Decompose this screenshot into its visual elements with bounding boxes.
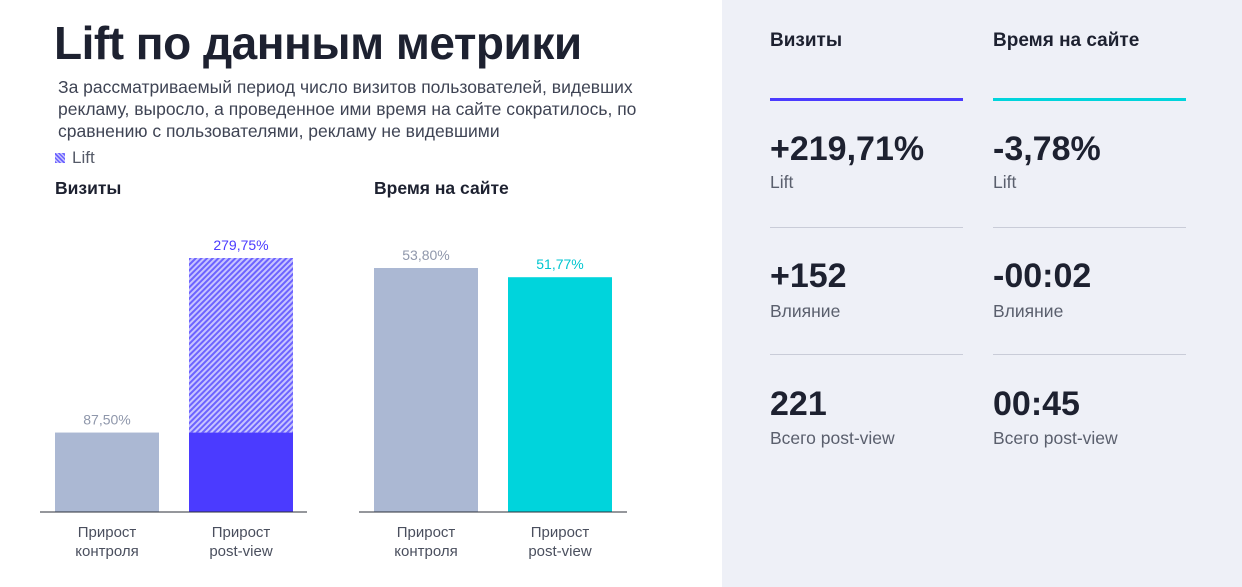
chart-title-visits: Визиты <box>55 178 122 198</box>
divider <box>993 227 1186 228</box>
bar-charts: 87,50% Прирост контроля 279,75% Прирост post-… <box>40 237 627 560</box>
divider <box>770 227 963 228</box>
tick-label-time-1-line2: post-view <box>528 543 592 560</box>
tick-label-time-0-line2: контроля <box>394 543 457 560</box>
metrics-heading-time: Время на сайте <box>993 30 1140 51</box>
chart-title-time: Время на сайте <box>374 178 509 198</box>
visits-lift-value: +219,71% <box>770 130 925 168</box>
tick-label-visits-0-line2: контроля <box>75 543 138 560</box>
divider <box>770 354 963 355</box>
bar-lift-segment <box>189 258 293 433</box>
bar-visits-control <box>55 432 159 512</box>
metrics-heading-visits: Визиты <box>770 30 843 51</box>
tick-label-visits-1-line2: post-view <box>209 543 273 560</box>
accent-line-time <box>993 98 1186 101</box>
time-total-value: 00:45 <box>993 385 1080 423</box>
divider <box>993 354 1186 355</box>
time-lift-label: Lift <box>993 172 1017 192</box>
legend: Lift <box>55 148 95 168</box>
charts-area: Lift по данным метрики За рассматриваемы… <box>40 17 637 560</box>
time-impact-value: -00:02 <box>993 257 1092 295</box>
data-label-visits-0: 87,50% <box>83 412 130 428</box>
bar-post-view-base <box>189 432 293 512</box>
visits-impact-label: Влияние <box>770 301 841 321</box>
legend-label-lift: Lift <box>72 148 95 167</box>
page-subtitle: За рассматриваемый период число визитов … <box>58 77 637 141</box>
page-title: Lift по данным метрики <box>54 17 582 69</box>
tick-label-visits-1-line1: Прирост <box>212 524 271 541</box>
visits-impact-value: +152 <box>770 257 847 295</box>
visits-lift-label: Lift <box>770 172 794 192</box>
bar-time-post-view <box>508 277 612 512</box>
data-label-time-1: 51,77% <box>536 256 583 272</box>
lift-hatch-swatch <box>55 153 65 163</box>
visits-total-label: Всего post-view <box>770 428 895 448</box>
tick-label-time-1-line1: Прирост <box>531 524 590 541</box>
time-total-label: Всего post-view <box>993 428 1118 448</box>
time-lift-value: -3,78% <box>993 130 1101 168</box>
visits-total-value: 221 <box>770 385 827 423</box>
accent-line-visits <box>770 98 963 101</box>
tick-label-time-0-line1: Прирост <box>397 524 456 541</box>
data-label-visits-1: 279,75% <box>213 237 268 253</box>
bar-time-control <box>374 268 478 512</box>
metrics-panel: Визиты +219,71% Lift +152 Влияние 221 Вс… <box>722 0 1242 587</box>
data-label-time-0: 53,80% <box>402 247 449 263</box>
tick-label-visits-0-line1: Прирост <box>78 524 137 541</box>
time-impact-label: Влияние <box>993 301 1064 321</box>
